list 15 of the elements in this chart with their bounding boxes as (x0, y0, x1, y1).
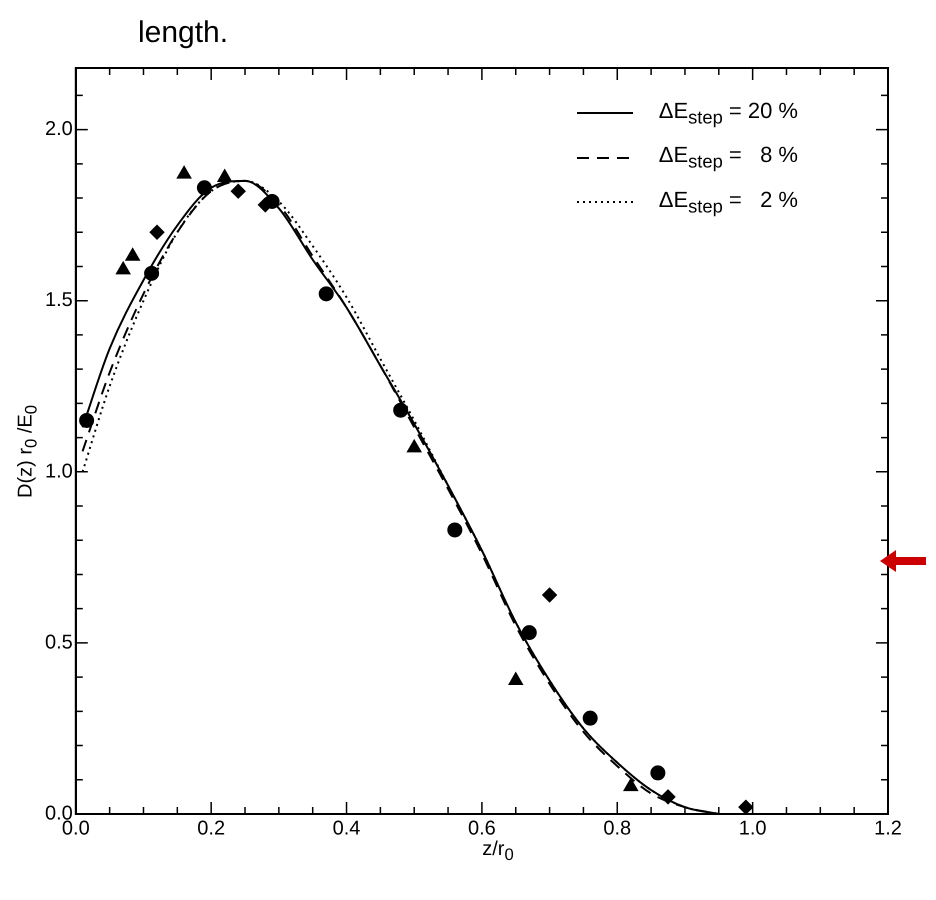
text: length. (138, 16, 228, 50)
y-tick-label: 1.0 (44, 460, 73, 482)
y-tick-label: 2.0 (44, 118, 73, 140)
x-tick-label: 0.4 (332, 818, 360, 840)
legend-label: ΔE$_{step}$ = 8 % (658, 142, 798, 173)
x-tick-label: 0.2 (197, 818, 226, 840)
x-axis-title: z/r$_{0}$ (481, 838, 515, 865)
y-tick-label: 0.5 (44, 631, 73, 654)
x-tick-label: 0.8 (603, 818, 632, 840)
legend-label: ΔE$_{step}$ = 20 % (658, 98, 798, 128)
x-tick-label: 0.6 (468, 818, 496, 840)
legend-label: ΔE$_{step}$ = 2 % (658, 186, 798, 218)
x-tick-label: 1.2 (874, 818, 902, 840)
y-tick-label: 1.5 (44, 289, 73, 312)
x-tick-label: 1.0 (738, 818, 767, 840)
